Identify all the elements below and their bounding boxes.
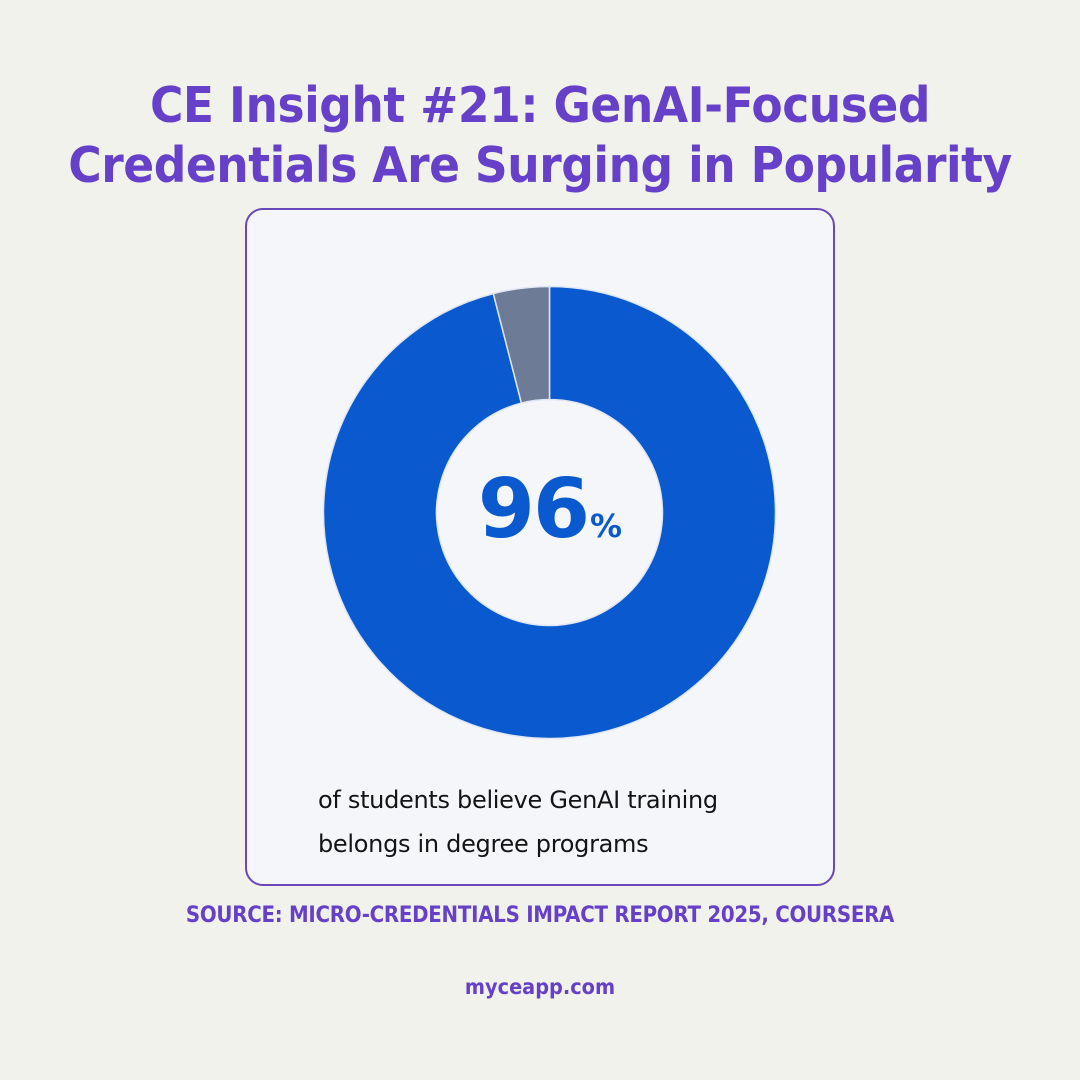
stat-value: 96% [437, 462, 663, 557]
source-citation: SOURCE: MICRO-CREDENTIALS IMPACT REPORT … [185, 903, 895, 928]
title-line-2: Credentials Are Surging in Popularity [68, 137, 1012, 194]
title-line-1: CE Insight #21: GenAI-Focused [149, 77, 931, 134]
caption-line-1: of students believe GenAI training [318, 786, 718, 814]
page-title: CE Insight #21: GenAI-Focused Credential… [38, 76, 1042, 196]
donut-segment-other [492, 285, 551, 404]
donut-segment-primary [322, 285, 777, 740]
stat-caption: of students believe GenAI training belon… [318, 778, 798, 866]
stat-number: 96 [477, 462, 590, 557]
caption-line-2: belongs in degree programs [318, 830, 649, 858]
website-link[interactable]: myceapp.com [464, 975, 616, 999]
stat-unit: % [590, 507, 623, 545]
